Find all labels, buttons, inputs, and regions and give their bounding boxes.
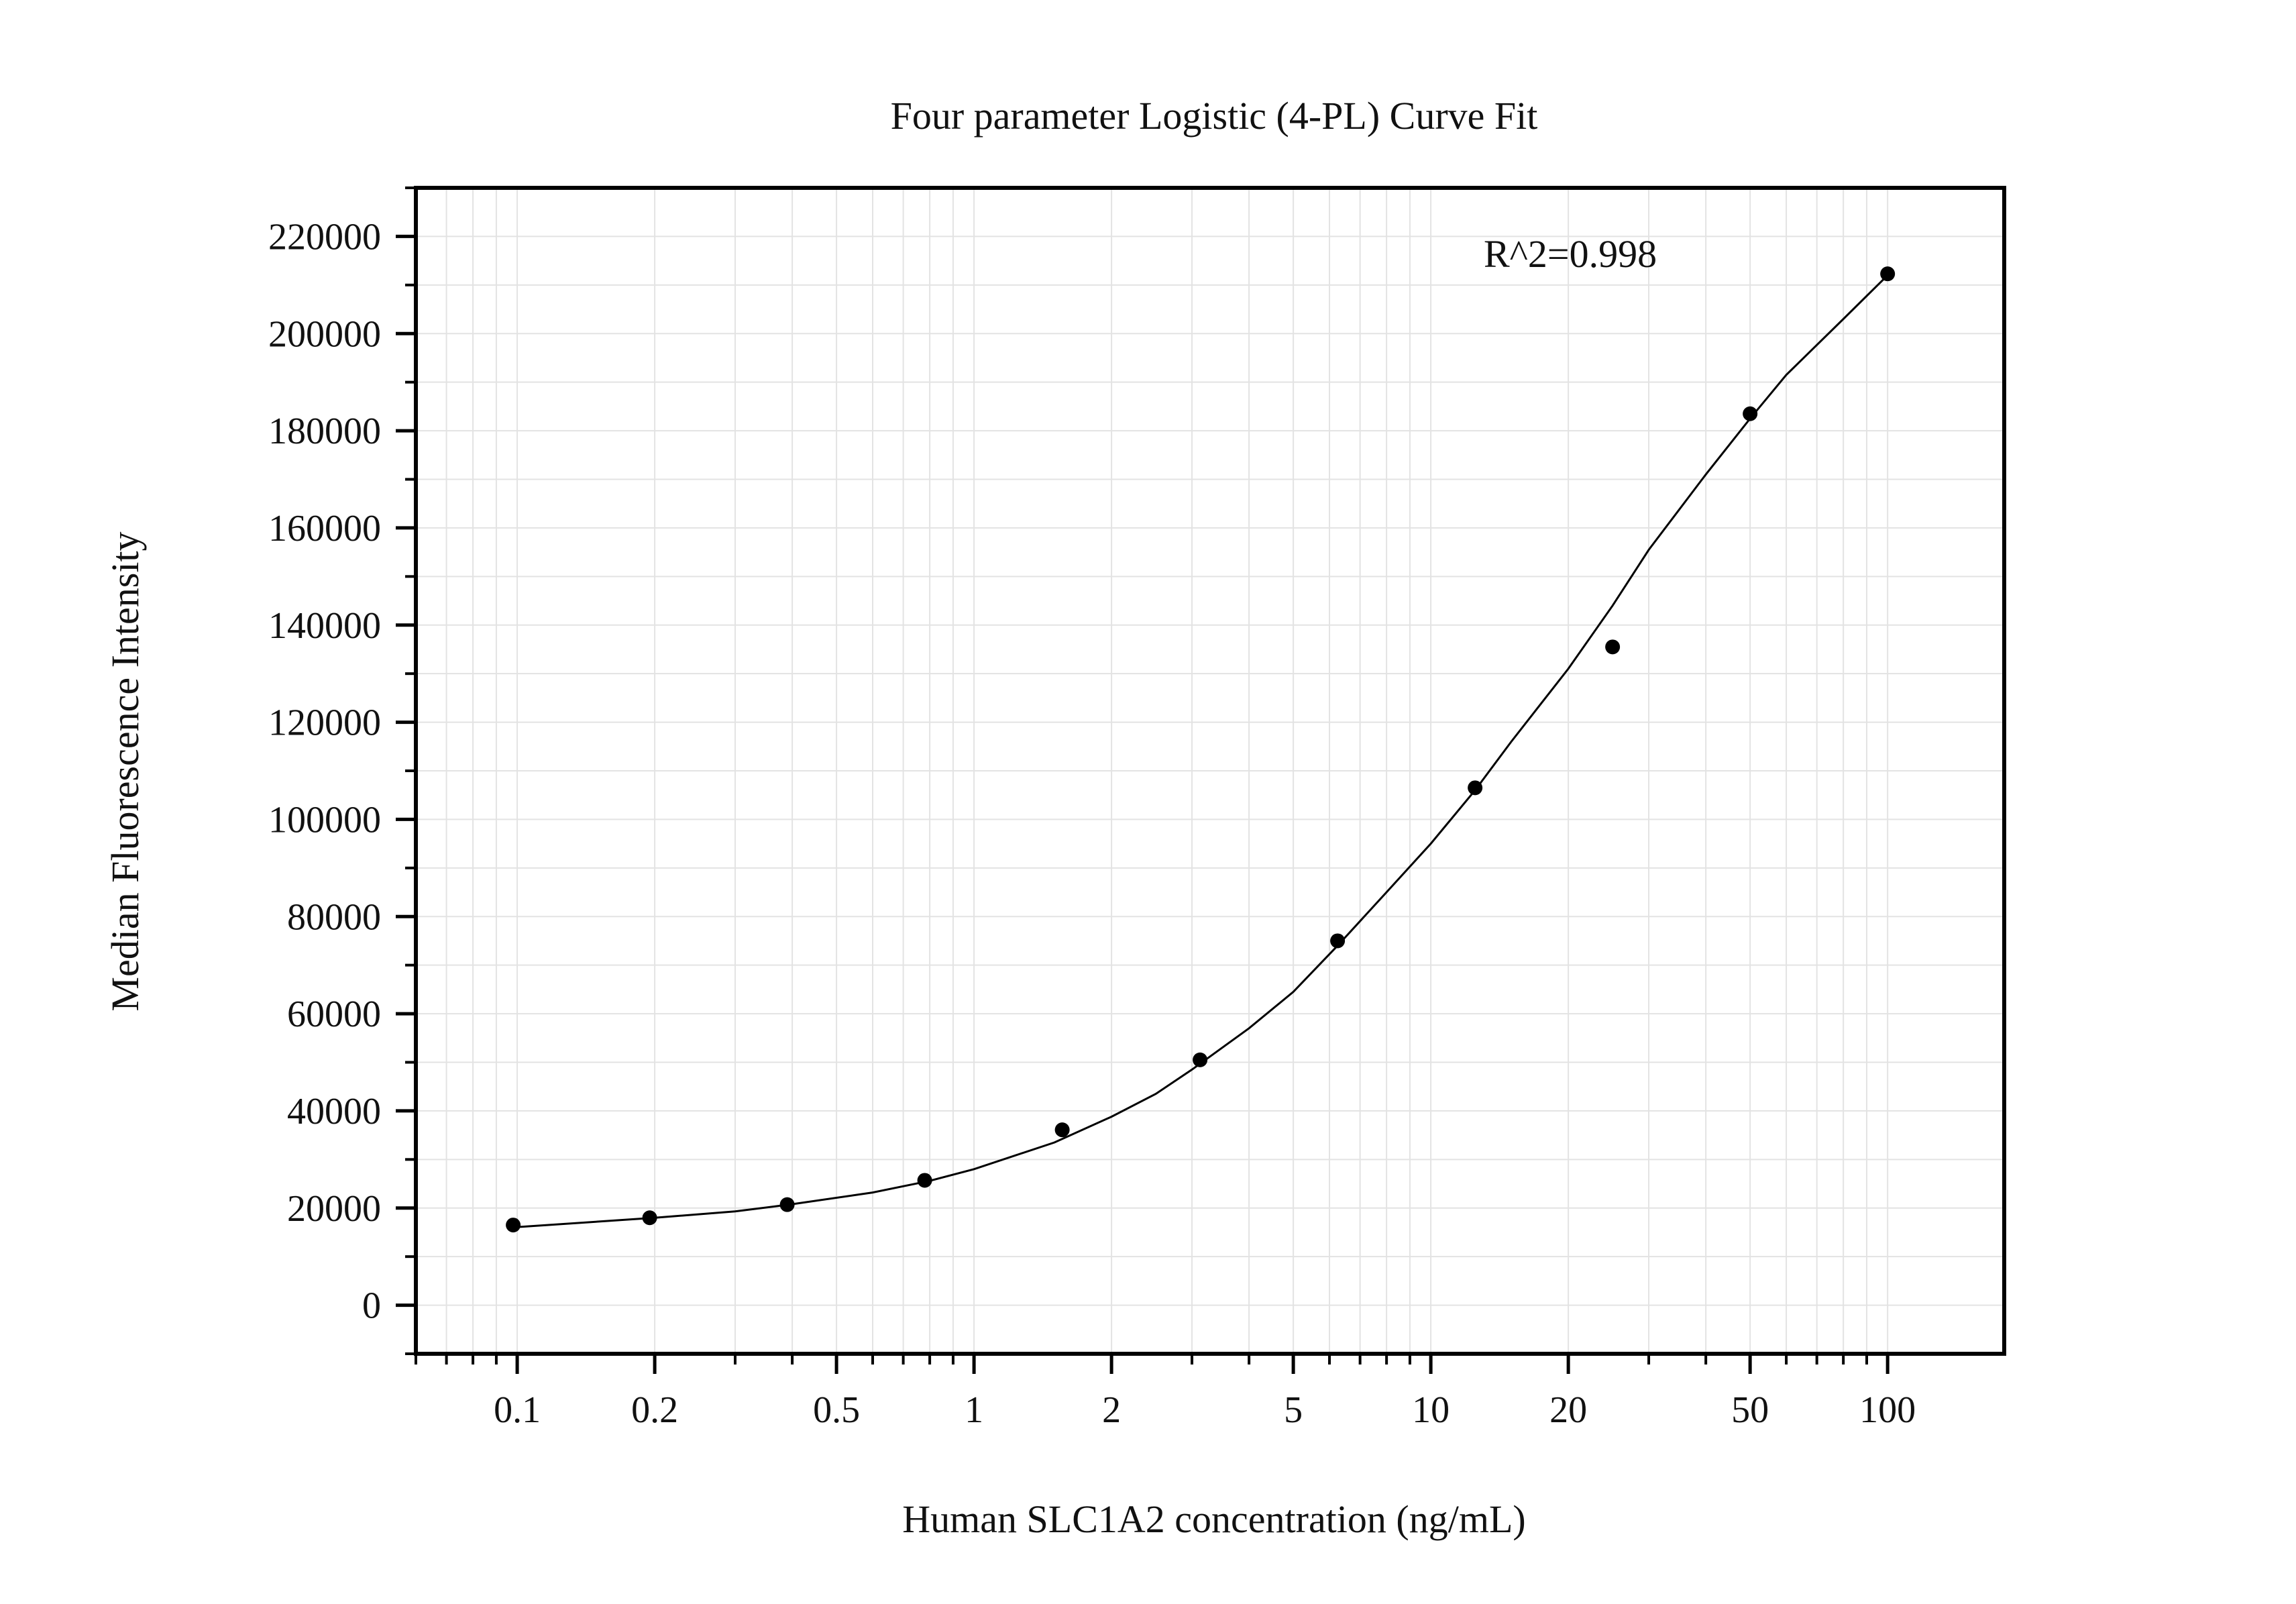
x-tick-label: 50 — [1731, 1389, 1769, 1431]
y-tick-label: 160000 — [268, 508, 381, 549]
y-tick-label: 180000 — [268, 411, 381, 452]
y-tick-label: 140000 — [268, 605, 381, 647]
x-tick-label: 0.5 — [813, 1389, 860, 1431]
data-point — [1054, 1122, 1070, 1138]
x-tick-label: 5 — [1284, 1389, 1303, 1431]
data-point — [1193, 1052, 1208, 1067]
y-tick-label: 220000 — [268, 216, 381, 258]
y-axis-label: Median Fluorescence Intensity — [103, 531, 147, 1011]
x-axis-ticks: 0.1 0.2 0.5 1 2 5 10 20 50 100 — [415, 1354, 1916, 1431]
data-point — [506, 1218, 521, 1233]
data-point — [917, 1173, 932, 1188]
y-tick-label: 200000 — [268, 313, 381, 355]
x-axis-label: Human SLC1A2 concentration (ng/mL) — [902, 1497, 1525, 1541]
fit-curve — [510, 274, 1889, 1229]
data-point — [1880, 266, 1896, 282]
x-tick-label: 20 — [1549, 1389, 1587, 1431]
y-tick-label: 120000 — [268, 702, 381, 744]
chart-title: Four parameter Logistic (4-PL) Curve Fit — [891, 94, 1538, 138]
x-tick-label: 1 — [965, 1389, 983, 1431]
data-point — [1605, 639, 1621, 655]
data-point — [1743, 406, 1758, 421]
x-tick-label: 0.1 — [494, 1389, 541, 1431]
data-point — [1468, 780, 1483, 796]
y-axis-ticks: 0 20000 40000 60000 80000 100000 120000 140000 1… — [268, 186, 416, 1355]
r-squared-annotation: R^2=0.998 — [1484, 232, 1657, 276]
grid-lines — [415, 187, 2004, 1354]
data-point — [642, 1210, 657, 1226]
y-tick-label: 60000 — [287, 994, 381, 1035]
x-tick-label: 100 — [1859, 1389, 1916, 1431]
x-tick-label: 2 — [1102, 1389, 1121, 1431]
y-tick-label: 100000 — [268, 799, 381, 841]
x-tick-label: 10 — [1412, 1389, 1450, 1431]
y-tick-label: 20000 — [287, 1188, 381, 1230]
data-point — [779, 1197, 795, 1212]
y-tick-label: 40000 — [287, 1091, 381, 1132]
y-tick-label: 0 — [362, 1285, 381, 1327]
x-tick-label: 0.2 — [631, 1389, 678, 1431]
fit-curve-layer — [510, 274, 1889, 1229]
data-points-layer — [506, 266, 1896, 1233]
data-point — [1330, 933, 1346, 949]
y-tick-label: 80000 — [287, 896, 381, 938]
